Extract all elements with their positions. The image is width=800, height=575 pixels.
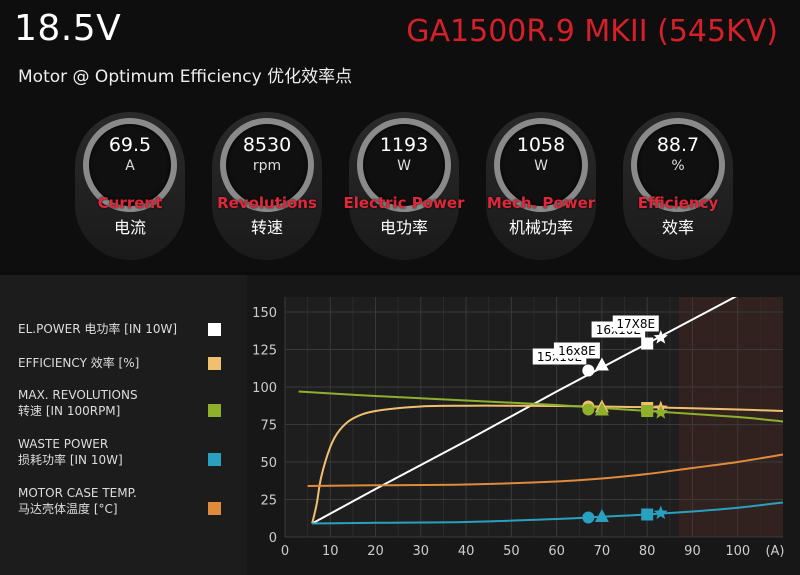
x-tick-label: 0 xyxy=(281,544,289,559)
x-unit-label: (A) xyxy=(765,544,784,559)
x-tick-label: 10 xyxy=(322,544,339,559)
marker-square-waste xyxy=(641,508,654,521)
marker-triangle-waste xyxy=(594,509,609,522)
gauge-label-en: Efficiency xyxy=(637,194,719,212)
series-line-case_temp xyxy=(307,453,783,487)
x-tick-label: 100 xyxy=(725,544,750,559)
y-tick-label: 150 xyxy=(252,306,277,321)
x-tick-label: 50 xyxy=(503,544,520,559)
y-tick-label: 75 xyxy=(260,419,277,434)
marker-triangle-power xyxy=(594,357,609,371)
legend-line2: 转速 [IN 100RPM] xyxy=(18,404,121,418)
gauge-label-cn: 转速 xyxy=(250,218,283,237)
y-tick-label: 0 xyxy=(269,531,277,546)
gauge-label-cn: 电功率 xyxy=(379,218,428,237)
legend-swatch-power xyxy=(208,323,221,336)
legend-line1: MOTOR CASE TEMP. xyxy=(18,486,137,500)
motor-model-title: GA1500R.9 MKII (545KV) xyxy=(406,14,778,49)
x-tick-label: 30 xyxy=(413,544,430,559)
legend-line2: 损耗功率 [IN 10W] xyxy=(18,453,123,467)
x-tick-label: 20 xyxy=(367,544,384,559)
marker-circle-waste xyxy=(582,511,595,524)
legend-swatch-waste xyxy=(208,453,221,466)
y-tick-label: 100 xyxy=(252,381,277,396)
series-line-efficiency xyxy=(311,404,783,524)
x-tick-label: 80 xyxy=(639,544,656,559)
gauge-mech-power: 1058 W Mech. Power 机械功率 xyxy=(486,112,596,262)
marker-circle-revolutions xyxy=(582,403,595,416)
legend-swatch-case-temp xyxy=(208,502,221,515)
gauge-unit: rpm xyxy=(252,158,282,174)
marker-square-revolutions xyxy=(641,405,654,417)
series-line-power xyxy=(311,297,738,525)
y-tick-label: 125 xyxy=(252,344,277,359)
gauge-label-en: Electric Power xyxy=(343,194,465,212)
y-tick-label: 50 xyxy=(260,456,277,471)
gauge-value: 8530 xyxy=(242,134,292,156)
gauge-current: 69.5 A Current 电流 xyxy=(75,112,185,262)
gauge-value: 1058 xyxy=(516,134,566,156)
x-tick-label: 60 xyxy=(548,544,565,559)
legend-item-efficiency: EFFICIENCY 效率 [%] xyxy=(18,355,139,371)
y-tick-label: 25 xyxy=(260,494,277,509)
gauge-unit: A xyxy=(125,158,135,174)
marker-star-revolutions xyxy=(653,405,668,419)
marker-label: 16x8E xyxy=(558,344,596,358)
legend-line2: 马达壳体温度 [°C] xyxy=(18,502,118,516)
voltage-label: 18.5V xyxy=(14,8,122,49)
x-tick-label: 90 xyxy=(684,544,701,559)
gauge-label-cn: 效率 xyxy=(661,218,694,237)
x-tick-label: 40 xyxy=(458,544,475,559)
legend-item-waste: WASTE POWER 损耗功率 [IN 10W] xyxy=(18,436,123,468)
header-panel: 18.5V GA1500R.9 MKII (545KV) Motor @ Opt… xyxy=(0,0,800,272)
gauge-unit: W xyxy=(397,158,411,174)
legend-panel: EL.POWER 电功率 [IN 10W] EFFICIENCY 效率 [%] … xyxy=(0,275,247,575)
gauge-value: 1193 xyxy=(379,134,429,156)
series-line-revolutions xyxy=(298,390,783,423)
gauge-electric-power: 1193 W Electric Power 电功率 xyxy=(343,112,465,262)
legend-line1: WASTE POWER xyxy=(18,437,109,451)
performance-chart: 0 10 20 30 40 50 60 70 80 90 100 0 25 50 75 100 125 150 (A… xyxy=(252,297,785,559)
legend-swatch-revolutions xyxy=(208,404,221,417)
gauge-revolutions: 8530 rpm Revolutions 转速 xyxy=(212,112,322,262)
gauge-label-cn: 机械功率 xyxy=(508,218,573,237)
legend-swatch-efficiency xyxy=(208,357,221,370)
x-tick-label: 70 xyxy=(594,544,611,559)
marker-label: 17X8E xyxy=(616,317,655,331)
marker-label-box xyxy=(612,315,659,332)
legend-item-revolutions: MAX. REVOLUTIONS 转速 [IN 100RPM] xyxy=(18,387,138,419)
subtitle: Motor @ Optimum Efficiency 优化效率点 xyxy=(18,67,353,87)
legend-line1: MAX. REVOLUTIONS xyxy=(18,388,138,402)
gauge-efficiency: 88.7 % Efficiency 效率 xyxy=(623,112,733,262)
marker-label-box xyxy=(553,342,600,359)
marker-triangle-revolutions xyxy=(594,402,609,416)
gauge-label-en: Revolutions xyxy=(217,194,317,212)
marker-circle-power xyxy=(582,364,595,377)
gauge-value: 88.7 xyxy=(656,134,700,156)
marker-square-power xyxy=(641,337,654,350)
gauge-label-en: Current xyxy=(97,194,163,212)
marker-star-waste xyxy=(653,505,668,520)
gauge-label-en: Mech. Power xyxy=(486,194,596,212)
gauge-value: 69.5 xyxy=(108,134,152,156)
legend-line1: EL.POWER 电功率 [IN 10W] xyxy=(18,322,178,336)
legend-item-case-temp: MOTOR CASE TEMP. 马达壳体温度 [°C] xyxy=(18,485,137,517)
gauge-unit: W xyxy=(534,158,548,174)
legend-item-power: EL.POWER 电功率 [IN 10W] xyxy=(18,321,177,337)
gauge-unit: % xyxy=(671,158,685,174)
gauge-label-cn: 电流 xyxy=(113,218,146,237)
series-line-waste xyxy=(312,501,783,525)
marker-star-power xyxy=(653,330,668,344)
legend-line1: EFFICIENCY 效率 [%] xyxy=(18,356,140,370)
